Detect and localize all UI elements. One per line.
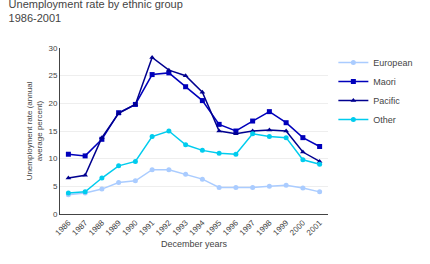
svg-text:1998: 1998 <box>255 218 274 237</box>
svg-text:25: 25 <box>48 71 57 80</box>
svg-text:1994: 1994 <box>188 218 207 237</box>
svg-text:1988: 1988 <box>87 218 106 237</box>
svg-text:Unemployment rate by ethnic gr: Unemployment rate by ethnic group1986-20… <box>9 0 183 24</box>
svg-text:1993: 1993 <box>171 218 190 237</box>
svg-text:1986: 1986 <box>54 218 73 237</box>
svg-text:1989: 1989 <box>104 218 123 237</box>
svg-text:Other: Other <box>373 115 396 125</box>
svg-text:1992: 1992 <box>154 218 173 237</box>
svg-text:2001: 2001 <box>305 218 324 237</box>
svg-text:20: 20 <box>48 99 57 108</box>
svg-text:Unemployment rate (annualavera: Unemployment rate (annualaverage percent… <box>25 81 44 180</box>
svg-text:5: 5 <box>53 182 58 191</box>
svg-text:European: European <box>373 58 412 68</box>
svg-text:Maori: Maori <box>373 77 396 87</box>
svg-text:Pacific: Pacific <box>373 96 400 106</box>
svg-text:1991: 1991 <box>137 218 156 237</box>
svg-text:10: 10 <box>48 154 57 163</box>
svg-text:1996: 1996 <box>221 218 240 237</box>
svg-text:1987: 1987 <box>70 218 89 237</box>
svg-text:1990: 1990 <box>121 218 140 237</box>
svg-text:December years: December years <box>161 239 228 249</box>
svg-text:15: 15 <box>48 127 57 136</box>
svg-text:30: 30 <box>48 44 57 53</box>
svg-text:2000: 2000 <box>288 218 307 237</box>
svg-text:1997: 1997 <box>238 218 257 237</box>
svg-text:1995: 1995 <box>204 218 223 237</box>
svg-text:1999: 1999 <box>271 218 290 237</box>
svg-text:0: 0 <box>53 210 58 219</box>
